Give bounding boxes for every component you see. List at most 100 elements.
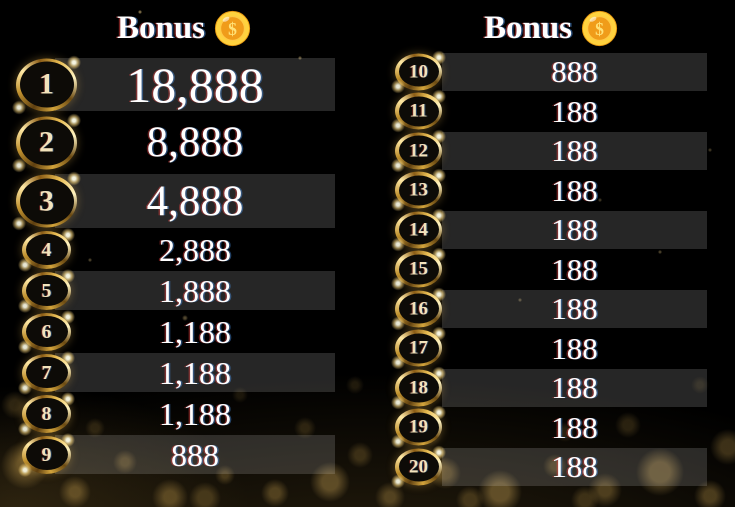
rank-badge: 17 (391, 326, 446, 370)
rank-number: 7 (25, 357, 68, 388)
rank-badge: 16 (391, 287, 446, 331)
bonus-amount: 188 (551, 212, 598, 248)
rank-badge: 5 (18, 268, 75, 313)
bonus-amount: 888 (171, 436, 219, 473)
rank-number: 9 (25, 439, 68, 470)
bonus-row: 12 188 (367, 129, 735, 173)
bonus-column-ranks-1-9: Bonus $ 1 18,888 2 8,888 3 4,888 4 2,888 5 1,888 6… (0, 5, 368, 477)
row-highlight-bar (442, 132, 707, 170)
bonus-amount: 18,888 (126, 56, 264, 113)
rank-badge: 15 (391, 247, 446, 291)
bonus-amount: 188 (551, 330, 598, 366)
bonus-row: 14 188 (367, 208, 735, 252)
bonus-amount: 4,888 (146, 177, 244, 225)
row-highlight-bar (442, 290, 707, 328)
bonus-amount: 888 (551, 54, 598, 90)
row-highlight-bar (55, 353, 335, 392)
row-highlight-bar (442, 53, 707, 91)
bonus-amount: 188 (551, 409, 598, 445)
rank-number: 17 (398, 333, 439, 364)
rank-badge: 11 (391, 89, 446, 133)
bonus-amount: 8,888 (146, 119, 244, 166)
bonus-row: 7 1,188 (0, 350, 368, 395)
rank-number: 4 (25, 234, 68, 265)
bonus-row: 10 888 (367, 50, 735, 94)
rank-number: 19 (398, 412, 439, 443)
rank-number: 18 (398, 372, 439, 403)
rank-number: 11 (398, 96, 439, 127)
bonus-row: 2 8,888 (0, 112, 368, 173)
rank-number: 14 (398, 214, 439, 245)
bonus-amount: 1,188 (159, 313, 231, 350)
bonus-rows: 10 888 11 188 12 188 13 188 14 188 15 188 16 188 17 188… (367, 50, 735, 489)
bonus-row: 17 188 (367, 326, 735, 370)
rank-badge: 9 (18, 432, 75, 477)
rank-badge: 1 (12, 55, 81, 114)
svg-text:$: $ (595, 18, 604, 38)
bonus-amount: 2,888 (159, 231, 231, 268)
bonus-row: 18 188 (367, 366, 735, 410)
rank-badge: 3 (12, 171, 81, 231)
rank-number: 20 (398, 451, 439, 482)
row-highlight-bar (442, 448, 707, 486)
rank-badge: 4 (18, 227, 75, 272)
bonus-amount: 188 (551, 251, 598, 287)
rank-number: 12 (398, 135, 439, 166)
rank-badge: 14 (391, 208, 446, 252)
column-header: Bonus $ (0, 5, 368, 51)
rank-badge: 20 (391, 445, 446, 489)
rank-badge: 13 (391, 168, 446, 212)
bonus-row: 5 1,888 (0, 268, 368, 313)
column-title: Bonus (116, 9, 206, 46)
rank-number: 3 (19, 178, 74, 224)
bonus-row: 19 188 (367, 405, 735, 449)
bonus-row: 6 1,188 (0, 309, 368, 354)
rank-badge: 6 (18, 309, 75, 354)
bonus-row: 1 18,888 (0, 55, 368, 114)
bonus-row: 3 4,888 (0, 171, 368, 231)
bonus-amount: 1,888 (159, 272, 231, 309)
bonus-amount: 188 (551, 449, 598, 485)
rank-badge: 8 (18, 391, 75, 436)
bonus-row: 20 188 (367, 445, 735, 489)
rank-number: 16 (398, 293, 439, 324)
rank-number: 13 (398, 175, 439, 206)
rank-badge: 7 (18, 350, 75, 395)
rank-badge: 2 (12, 113, 81, 172)
column-title: Bonus (483, 9, 573, 46)
rank-number: 5 (25, 275, 68, 306)
gold-coin-dollar-icon: $ (581, 10, 618, 46)
bonus-column-ranks-10-20: Bonus $ 10 888 11 188 12 188 13 188 14 188 15 188 16… (367, 0, 735, 507)
bonus-row: 16 188 (367, 287, 735, 331)
bonus-rows: 1 18,888 2 8,888 3 4,888 4 2,888 5 1,888 6 1,188 7 1,… (0, 55, 368, 477)
bonus-row: 9 888 (0, 432, 368, 477)
bonus-row: 11 188 (367, 89, 735, 133)
rank-badge: 19 (391, 405, 446, 449)
bonus-amount: 188 (551, 370, 598, 406)
rank-badge: 10 (391, 50, 446, 94)
bonus-amount: 188 (551, 93, 598, 129)
bonus-amount: 188 (551, 172, 598, 208)
bonus-row: 4 2,888 (0, 227, 368, 272)
rank-badge: 12 (391, 129, 446, 173)
bonus-row: 8 1,188 (0, 391, 368, 436)
row-highlight-bar (442, 369, 707, 407)
bonus-row: 13 188 (367, 168, 735, 212)
rank-badge: 18 (391, 366, 446, 410)
row-highlight-bar (55, 271, 335, 310)
bonus-amount: 1,188 (159, 395, 231, 432)
rank-number: 8 (25, 398, 68, 429)
bonus-amount: 188 (551, 133, 598, 169)
svg-text:$: $ (228, 18, 237, 38)
row-highlight-bar (55, 174, 335, 228)
rank-number: 2 (19, 119, 74, 166)
gold-coin-dollar-icon: $ (214, 10, 251, 46)
bonus-amount: 188 (551, 291, 598, 327)
column-header: Bonus $ (367, 5, 735, 51)
rank-number: 1 (19, 61, 74, 108)
rank-number: 15 (398, 254, 439, 285)
row-highlight-bar (442, 211, 707, 249)
rank-number: 10 (398, 56, 439, 87)
bonus-row: 15 188 (367, 247, 735, 291)
